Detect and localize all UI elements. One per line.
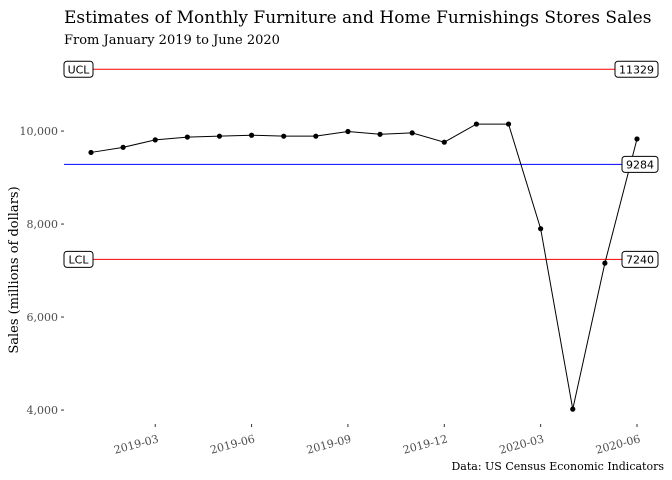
y-axis-label: Sales (millions of dollars): [7, 186, 22, 353]
data-point: [281, 133, 287, 139]
x-tick-label: 2019-06: [209, 432, 257, 456]
lcl-value-label-box: [621, 250, 659, 268]
chart-title: Estimates of Monthly Furniture and Home …: [64, 8, 651, 28]
y-tick-label: 6,000: [27, 311, 59, 324]
data-point: [409, 130, 415, 136]
chart-subtitle: From January 2019 to June 2020: [64, 33, 280, 48]
ucl-label-box: [63, 60, 94, 78]
x-tick-label: 2019-03: [112, 432, 160, 456]
ucl-value-label-box: [614, 60, 659, 78]
y-tick-label: 4,000: [27, 404, 59, 417]
data-point: [377, 131, 383, 137]
control-line-labels: UCL 11329 9284 LCL 7240: [63, 60, 659, 268]
data-point: [538, 226, 544, 232]
data-point: [248, 132, 255, 138]
ucl-label: UCL: [68, 63, 91, 76]
data-point: [88, 149, 94, 156]
y-tick-label: 10,000: [20, 125, 59, 138]
lcl-label-box: [63, 250, 94, 268]
mean-value-label: 9284: [626, 158, 654, 171]
data-point: [473, 121, 480, 127]
x-tick-label: 2020-06: [594, 432, 642, 456]
data-point: [184, 134, 190, 140]
lcl-label: LCL: [69, 253, 90, 266]
data-point: [313, 133, 319, 139]
y-tick-label: 8,000: [27, 218, 59, 231]
control-lines: [64, 68, 654, 260]
data-point: [120, 144, 126, 150]
lcl-value-label: 7240: [626, 253, 654, 266]
data-point: [634, 136, 640, 142]
data-point: [505, 121, 512, 127]
data-points: [88, 121, 640, 412]
chart-caption: Data: US Census Economic Indicators: [451, 460, 664, 473]
data-point: [345, 128, 351, 135]
x-tick-label: 2020-03: [498, 432, 546, 456]
data-point: [570, 406, 576, 412]
x-tick-label: 2019-09: [305, 432, 353, 456]
y-axis-ticks: 4,000 6,000 8,000 10,000: [20, 125, 64, 417]
data-point: [441, 139, 447, 145]
sales-line: [90, 123, 638, 410]
mean-value-label-box: [621, 155, 659, 173]
data-point: [216, 133, 223, 139]
series-line: [90, 123, 638, 410]
x-axis-ticks: 2019-03 2019-06 2019-09 2019-12 2020-03 2020-…: [112, 424, 642, 457]
ucl-value-label: 11329: [619, 63, 654, 76]
data-point: [602, 260, 608, 266]
x-tick-label: 2019-12: [402, 432, 450, 456]
data-point: [152, 137, 158, 143]
